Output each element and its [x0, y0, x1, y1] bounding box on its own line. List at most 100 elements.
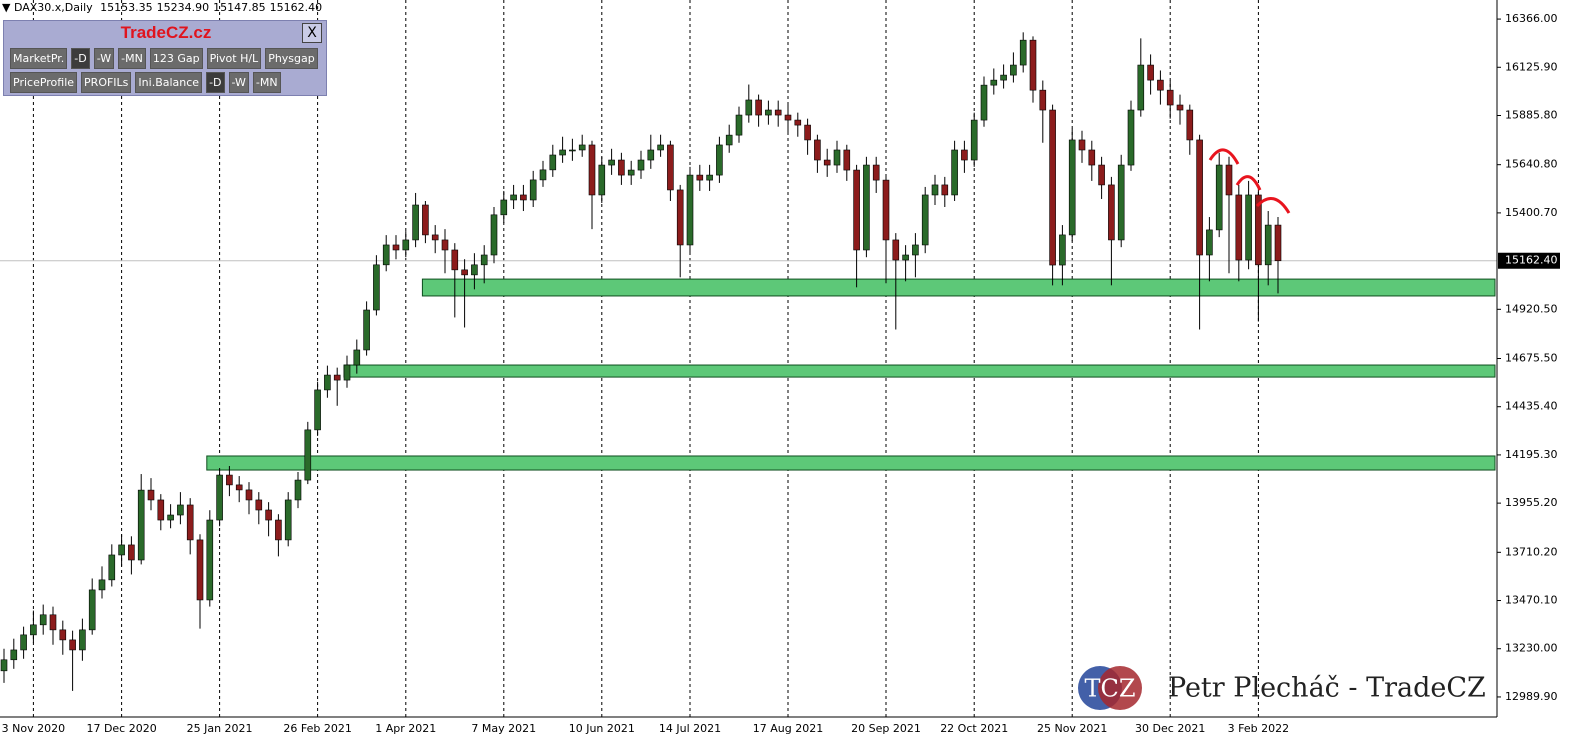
panel-button[interactable]: 123 Gap	[149, 48, 203, 69]
x-tick-label: 3 Nov 2020	[2, 722, 65, 735]
candle-body	[186, 504, 194, 541]
candle-body	[578, 144, 586, 151]
annotation-arc	[1235, 175, 1262, 191]
candle-body	[59, 629, 67, 641]
candle-body	[382, 244, 390, 266]
candle-body	[725, 134, 733, 146]
panel-button[interactable]: -MN	[252, 72, 281, 93]
panel-button[interactable]: Ini.Balance	[135, 72, 203, 93]
watermark: TCZ Petr Plecháč - TradeCZ	[1078, 666, 1486, 710]
y-tick-label: 14920.50	[1505, 302, 1558, 315]
x-tick-label: 14 Jul 2021	[659, 722, 721, 735]
candle-body	[833, 149, 841, 166]
x-tick-label: 10 Jun 2021	[569, 722, 635, 735]
panel-button[interactable]: -W	[228, 72, 249, 93]
candle-body	[1147, 64, 1154, 81]
candle-body	[1166, 89, 1174, 106]
candle-body	[510, 194, 517, 201]
ohlc-value: 15162.40	[269, 1, 323, 14]
panel-button[interactable]: PriceProfile	[10, 72, 78, 93]
support-zone	[206, 455, 1496, 471]
candle-body	[431, 234, 439, 241]
candle-body	[324, 374, 331, 391]
close-button[interactable]: X	[302, 23, 322, 43]
candle-body	[422, 204, 429, 236]
candle-body	[343, 364, 351, 381]
candle-body	[1274, 224, 1282, 262]
candle-body	[1225, 164, 1233, 196]
candle-body	[794, 119, 802, 126]
panel-button[interactable]: -MN	[118, 48, 146, 69]
y-tick-label: 13470.10	[1505, 594, 1558, 607]
last-price-label: 15162.40	[1505, 254, 1558, 267]
panel-button[interactable]: -D	[71, 48, 90, 69]
ohlc-value: 15147.85	[213, 1, 266, 14]
panel-button[interactable]: -D	[206, 72, 225, 93]
annotation-arc	[1255, 197, 1291, 214]
x-tick-label: 26 Feb 2021	[283, 722, 351, 735]
candle-body	[1196, 139, 1203, 256]
candle-body	[177, 504, 184, 516]
y-tick-label: 14195.30	[1505, 448, 1558, 461]
panel-button[interactable]: Physgap	[265, 48, 318, 69]
panel-button[interactable]: -W	[93, 48, 115, 69]
candle-body	[39, 614, 47, 626]
candle-body	[412, 204, 419, 241]
y-tick-label: 13955.20	[1505, 496, 1558, 509]
candle-body	[1206, 229, 1213, 256]
logo-text: TCZ	[1084, 675, 1135, 703]
candle-body	[1078, 139, 1086, 151]
candle-body	[30, 624, 37, 636]
x-tick-label: 7 May 2021	[471, 722, 536, 735]
candle-body	[402, 239, 410, 251]
y-tick-label: 13230.00	[1505, 642, 1558, 655]
candle-body	[363, 309, 370, 351]
candle-body	[1117, 164, 1125, 241]
candle-body	[157, 499, 165, 521]
candle-body	[1019, 39, 1027, 66]
candle-body	[970, 119, 978, 161]
candle-body	[706, 174, 713, 181]
candle-body	[1098, 164, 1105, 186]
y-tick-label: 15640.80	[1505, 158, 1558, 171]
candle-body	[500, 199, 508, 216]
panel-button[interactable]: PROFILs	[81, 72, 132, 93]
x-tick-label: 25 Nov 2021	[1037, 722, 1107, 735]
candle-body	[892, 239, 900, 261]
ohlc-value: 15234.90	[156, 1, 210, 14]
x-tick-label: 25 Jan 2021	[187, 722, 253, 735]
candle-body	[373, 264, 380, 311]
x-tick-label: 30 Dec 2021	[1135, 722, 1205, 735]
candle-body	[441, 239, 449, 251]
y-tick-label: 16125.90	[1505, 60, 1558, 73]
candle-body	[921, 194, 929, 246]
candle-body	[235, 484, 243, 491]
candle-body	[1088, 149, 1096, 166]
candle-body	[255, 499, 263, 511]
candle-body	[20, 634, 27, 651]
candle-body	[353, 349, 361, 366]
x-tick-label: 17 Dec 2020	[86, 722, 156, 735]
candle-body	[882, 179, 890, 241]
candle-body	[284, 499, 292, 541]
candle-body	[784, 114, 792, 121]
candle-body	[1108, 184, 1115, 241]
candle-body	[1255, 194, 1262, 266]
candle-body	[461, 269, 468, 276]
candle-body	[774, 109, 782, 116]
candle-body	[686, 174, 694, 246]
candle-body	[265, 509, 272, 521]
candle-body	[902, 254, 909, 261]
candle-body	[10, 649, 18, 661]
candle-body	[853, 169, 860, 251]
plot: 3 Nov 2020 17 Dec 2020 25 Jan 2021 26 Feb 2…	[0, 0, 1560, 735]
watermark-text: Petr Plecháč - TradeCZ	[1168, 673, 1486, 704]
candle-body	[69, 639, 76, 651]
panel-button[interactable]: Pivot H/L	[206, 48, 262, 69]
x-tick-label: 20 Sep 2021	[851, 722, 921, 735]
panel-button[interactable]: MarketPr.	[10, 48, 68, 69]
candle-body	[88, 589, 96, 631]
candle-body	[745, 99, 753, 116]
